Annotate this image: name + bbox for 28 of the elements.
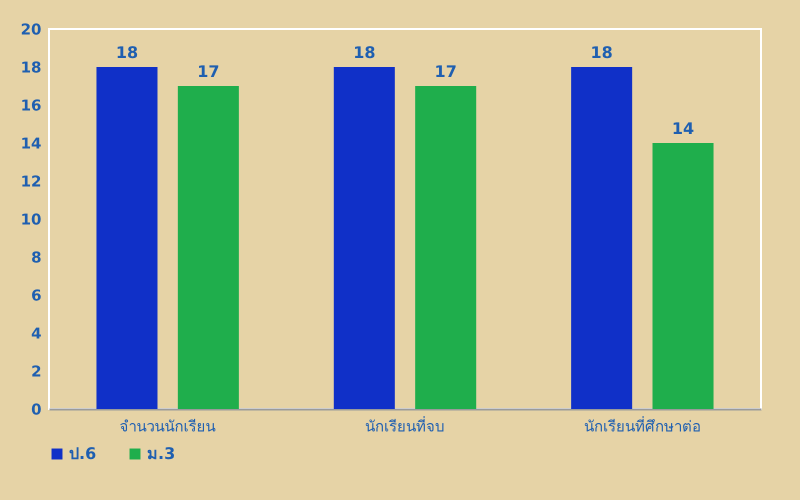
y-tick-label: 6 [31, 286, 42, 304]
bar [571, 67, 632, 409]
data-label: 17 [434, 62, 457, 81]
y-tick-label: 10 [20, 210, 42, 228]
legend-label: ป.6 [69, 444, 96, 463]
data-label: 14 [672, 119, 694, 138]
x-tick-label: จำนวนนักเรียน [120, 418, 216, 436]
bar [415, 86, 476, 409]
data-label: 18 [590, 43, 613, 62]
bar [178, 86, 239, 409]
y-tick-label: 20 [20, 20, 42, 38]
data-label: 17 [197, 62, 220, 81]
y-tick-label: 16 [20, 96, 42, 114]
y-tick-label: 14 [20, 134, 42, 152]
y-tick-label: 12 [20, 172, 42, 190]
y-tick-label: 18 [20, 58, 42, 76]
y-tick-label: 2 [31, 362, 42, 380]
bar [96, 67, 158, 409]
y-tick-label: 8 [31, 248, 42, 266]
x-tick-label: นักเรียนที่จบ [365, 416, 445, 436]
legend-label: ม.3 [147, 444, 176, 463]
y-tick-label: 0 [31, 400, 42, 418]
y-tick-label: 4 [31, 324, 42, 342]
bar [652, 143, 714, 409]
data-label: 18 [353, 43, 376, 62]
data-label: 18 [116, 43, 138, 62]
bar [334, 67, 395, 409]
x-tick-label: นักเรียนที่ศึกษาต่อ [584, 416, 701, 436]
